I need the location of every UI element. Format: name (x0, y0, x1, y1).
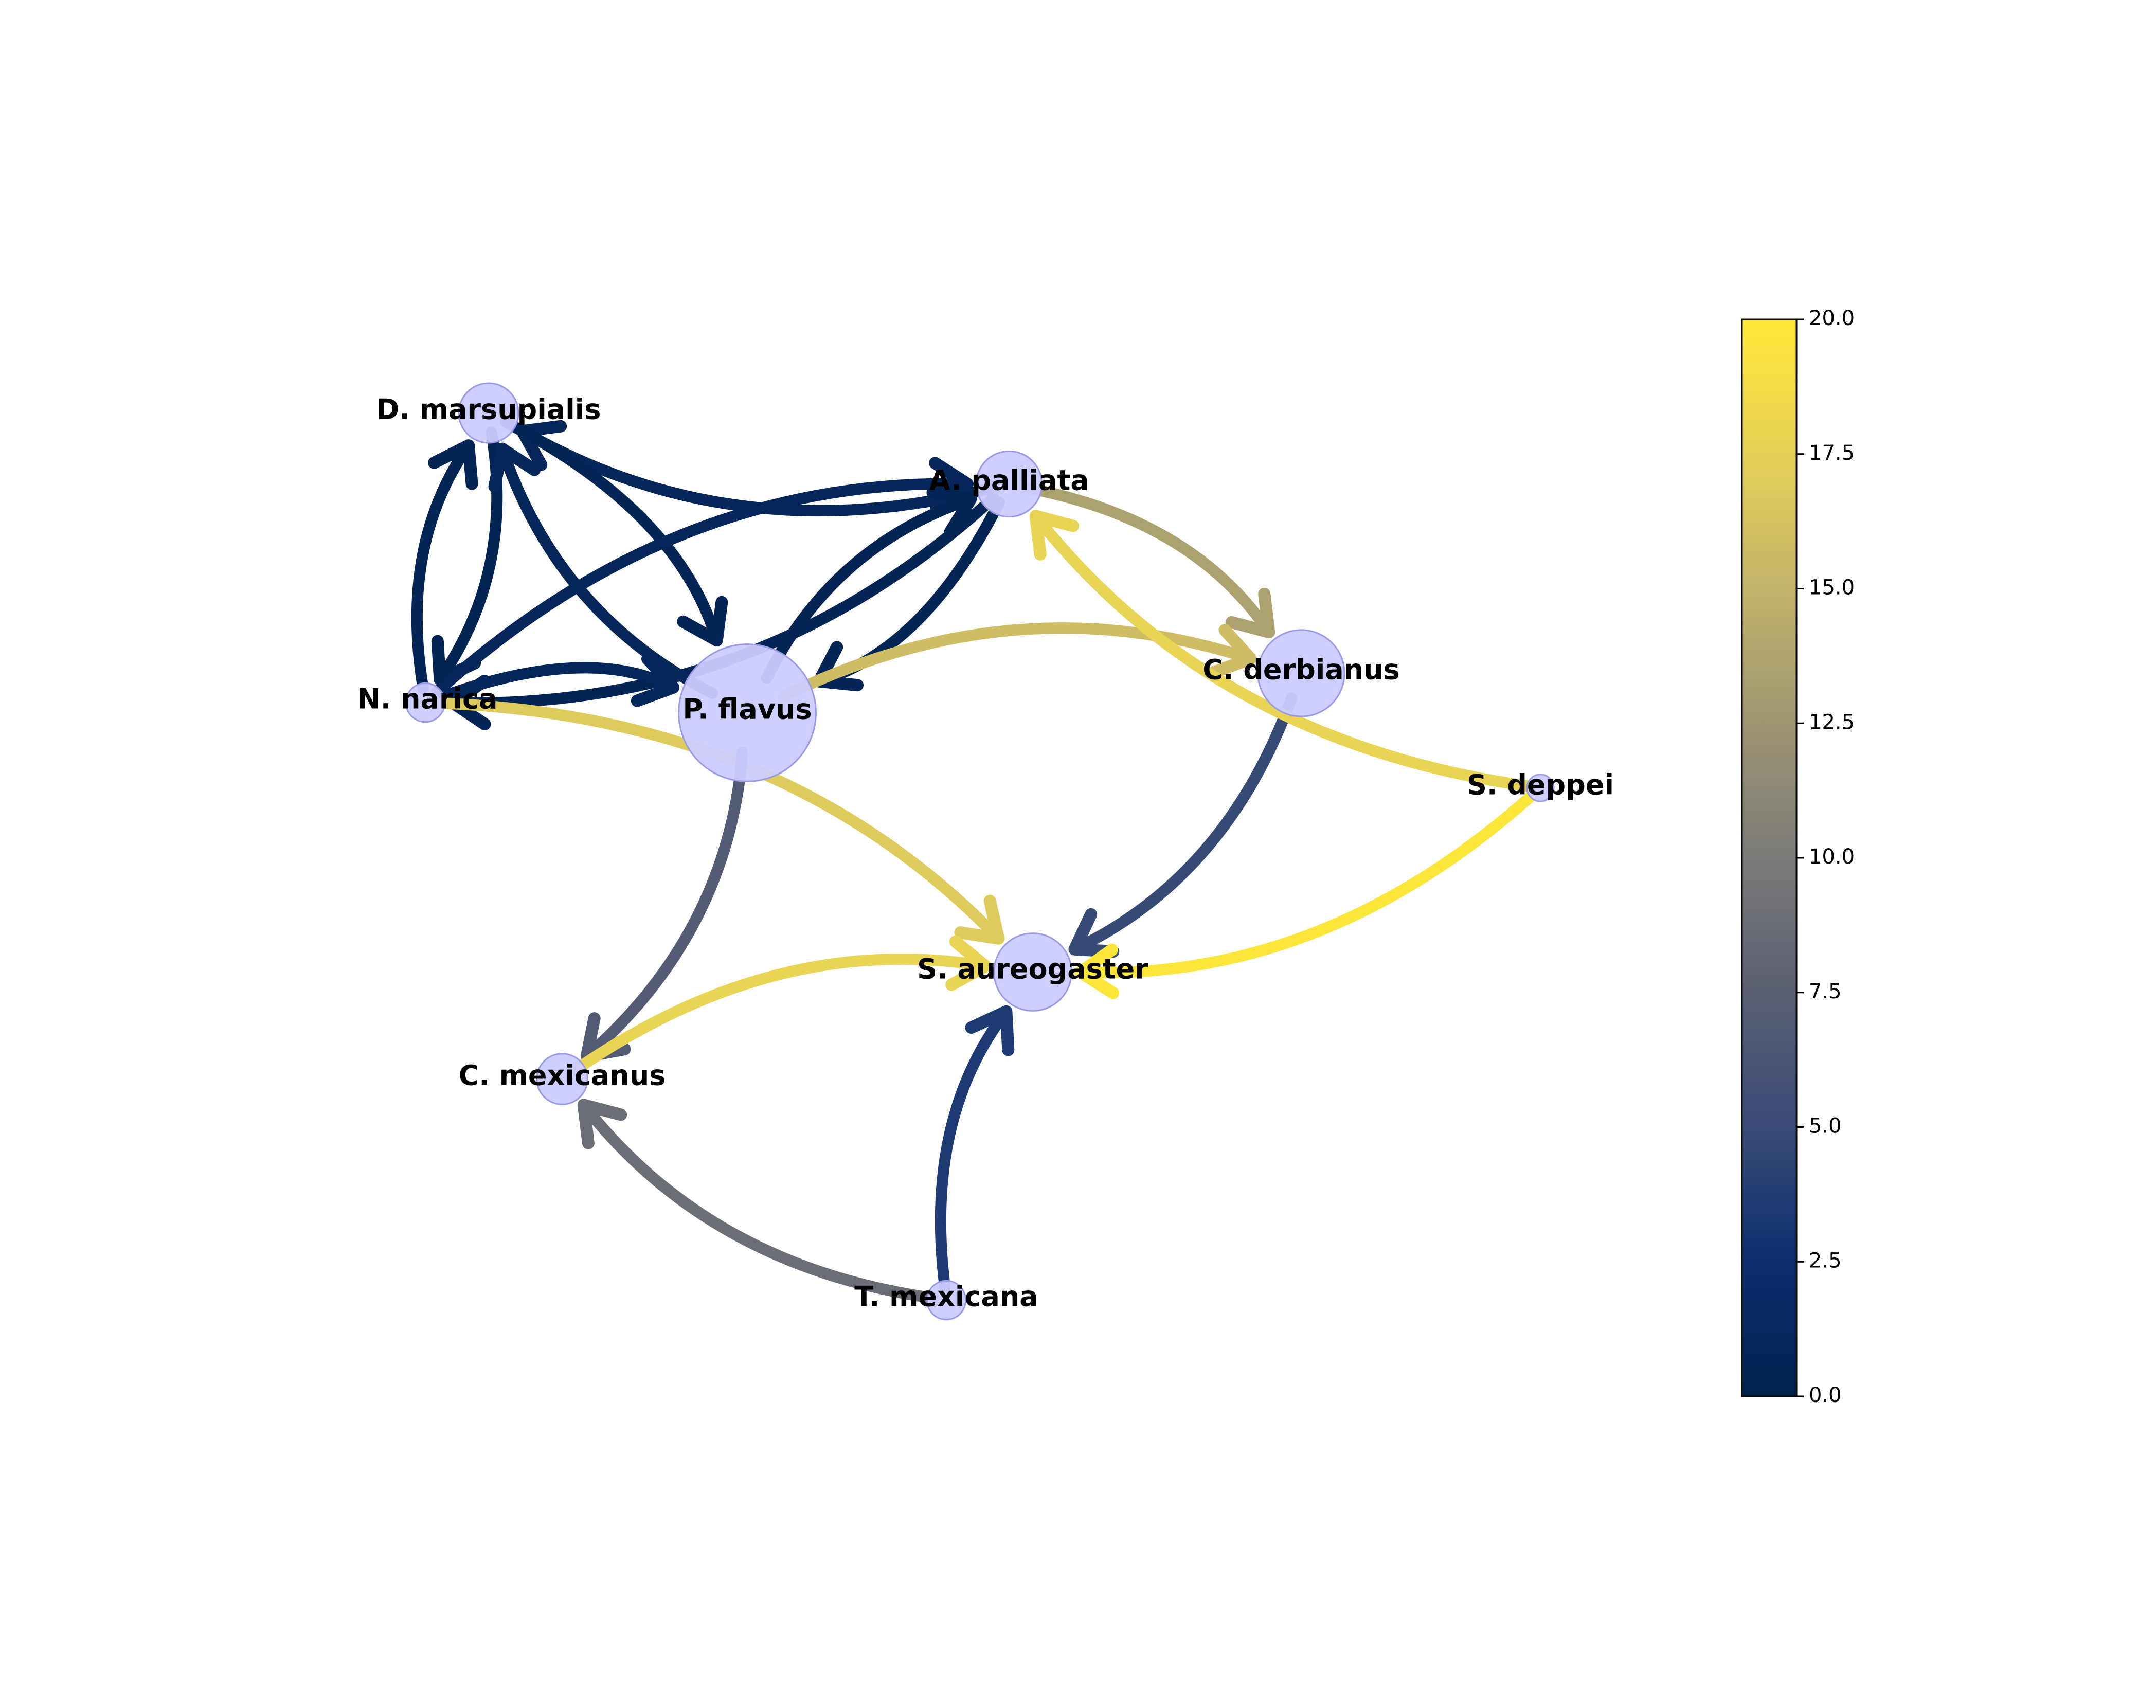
arrowhead-nnar-saur (954, 894, 1005, 945)
labels-layer: D. marsupialis A. palliata N. narica P. fla… (357, 393, 1614, 1313)
edge-cmex-saur (570, 953, 991, 1075)
edges-layer (411, 416, 1538, 1304)
node-label-dmar: D. marsupialis (376, 393, 601, 426)
edge-nnar-dmar (411, 440, 475, 695)
node-label-cmex: C. mexicanus (459, 1059, 666, 1092)
edge-pfla-cmex (581, 746, 748, 1062)
arrowhead-pfla-apal (926, 486, 977, 538)
edge-nnar-apal (429, 478, 974, 699)
arrowhead-pfla-dmar (488, 442, 541, 493)
colorbar-tick-label: 15.0 (1809, 576, 1855, 600)
node-cmex (536, 1053, 588, 1105)
arrowhead-dmar-pfla (677, 596, 728, 647)
colorbar-tick-label: 5.0 (1809, 1114, 1842, 1138)
colorbar-tick-label: 2.5 (1809, 1249, 1842, 1272)
node-dmar (458, 382, 519, 444)
colorbar-tick-label: 7.5 (1809, 980, 1842, 1003)
node-label-apal: A. palliata (929, 464, 1089, 497)
edge-pfla-cder (778, 622, 1256, 702)
arrowhead-pfla-cder (1208, 624, 1257, 678)
arrowhead-tmex-saur (965, 1005, 1015, 1056)
node-saur (993, 932, 1072, 1012)
arrowhead-tmex-cmex (577, 1099, 627, 1149)
colorbar-tick-label: 17.5 (1809, 441, 1855, 465)
edge-cder-saur (1069, 692, 1298, 955)
edge-sdep-apal (1030, 510, 1536, 793)
node-label-tmex: T. mexicana (854, 1281, 1038, 1313)
edge-sdep-saur (1075, 789, 1538, 979)
colorbar: 0.0 2.5 5.0 7.5 10.0 12.5 15.0 17.5 20.0 (1741, 307, 1855, 1407)
arrowhead-nnar-pfla (631, 653, 680, 707)
node-apal (975, 450, 1043, 518)
node-nnar (405, 682, 446, 723)
edge-tmex-saur (935, 1005, 1012, 1292)
colorbar-gradient (1741, 318, 1798, 1397)
node-label-saur: S. aureogaster (917, 953, 1148, 985)
node-label-nnar: N. narica (357, 683, 498, 715)
edge-tmex-cmex (578, 1099, 939, 1304)
node-pfla (678, 643, 817, 782)
node-tmex (926, 1280, 967, 1321)
edge-apal-dmar (516, 425, 995, 517)
edge-dmar-pfla (499, 416, 723, 646)
edge-pfla-dmar (496, 443, 718, 699)
nodes-layer (405, 382, 1555, 1321)
colorbar-tick-label: 10.0 (1809, 845, 1855, 869)
colorbar-tick-label: 12.5 (1809, 710, 1855, 734)
arrowhead-cmex-saur (945, 935, 992, 991)
colorbar-tick-label: 20.0 (1809, 307, 1855, 330)
arrowhead-sdep-apal (1029, 510, 1080, 561)
edge-apal-cder (1023, 482, 1275, 638)
edge-pfla-apal (761, 493, 977, 684)
colorbar-tick-label: 0.0 (1809, 1383, 1842, 1407)
node-sdep (1526, 774, 1555, 802)
node-label-pfla: P. flavus (682, 693, 812, 726)
arrowhead-nnar-dmar (428, 439, 478, 490)
edge-nnar-pfla (433, 662, 679, 704)
arrowhead-sdep-saur (1074, 943, 1120, 999)
node-label-cder: C. derbianus (1202, 654, 1399, 686)
colorbar-ticks: 0.0 2.5 5.0 7.5 10.0 12.5 15.0 17.5 20.0 (1796, 307, 1855, 1407)
node-cder (1257, 629, 1345, 717)
node-label-sdep: S. deppei (1467, 769, 1614, 801)
arrowhead-apal-cder (1225, 587, 1275, 639)
